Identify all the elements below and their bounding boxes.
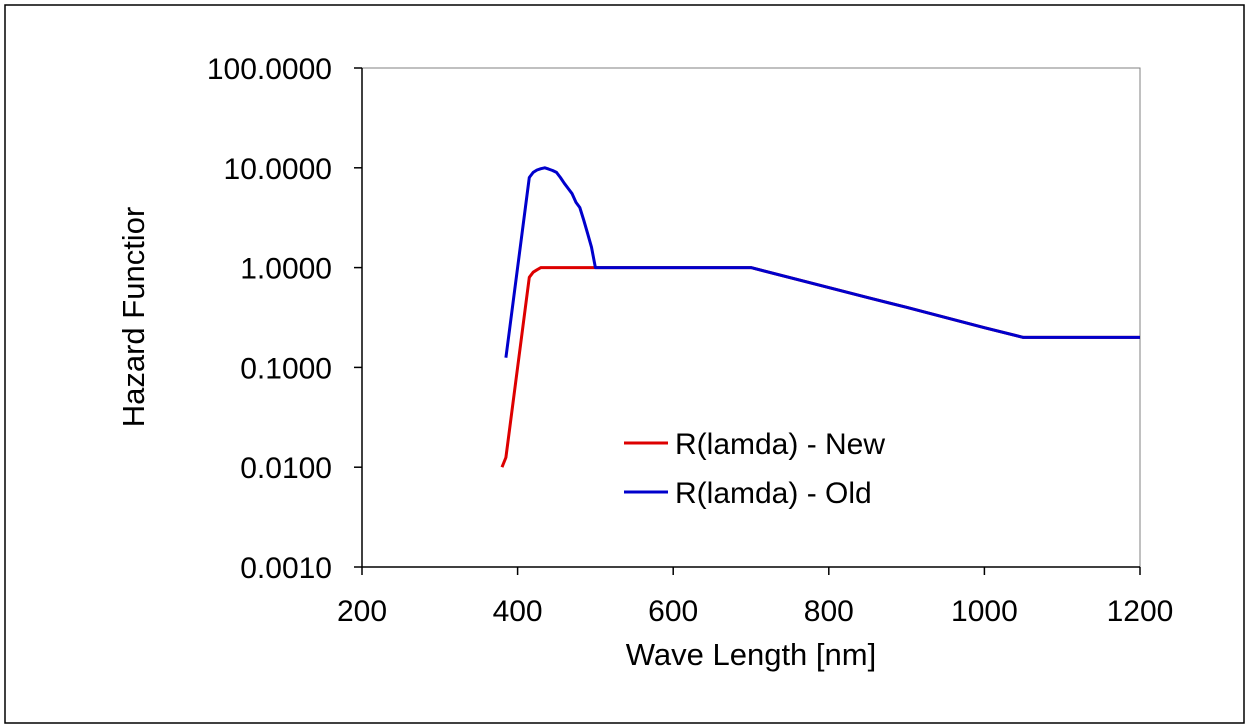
x-tick-label: 1200 (1107, 595, 1174, 628)
legend: R(lamda) - New R(lamda) - Old (624, 428, 885, 510)
x-axis-title: Wave Length [nm] (626, 637, 876, 672)
y-tick-label: 0.0100 (240, 452, 332, 485)
y-tick-label: 100.0000 (207, 53, 332, 86)
x-tick-label: 400 (493, 595, 543, 628)
x-tick-label: 600 (648, 595, 698, 628)
legend-label: R(lamda) - New (675, 428, 885, 461)
y-tick-label: 0.1000 (240, 352, 332, 385)
x-tick-label: 200 (337, 595, 387, 628)
y-ticks: 0.0010 0.0100 0.1000 1.0000 10.0000 100.0000 (207, 53, 362, 585)
x-ticks: 200 400 600 800 1000 1200 (337, 567, 1173, 628)
y-axis-title: Hazard Functior (116, 207, 151, 428)
x-tick-label: 800 (804, 595, 854, 628)
y-tick-label: 0.0010 (240, 552, 332, 585)
x-tick-label: 1000 (951, 595, 1018, 628)
legend-label: R(lamda) - Old (675, 477, 872, 510)
plot-area (361, 67, 1141, 568)
y-tick-label: 1.0000 (240, 253, 332, 286)
y-tick-label: 10.0000 (224, 153, 332, 186)
series-layer (500, 166, 1140, 468)
series-line-old (504, 166, 1140, 358)
